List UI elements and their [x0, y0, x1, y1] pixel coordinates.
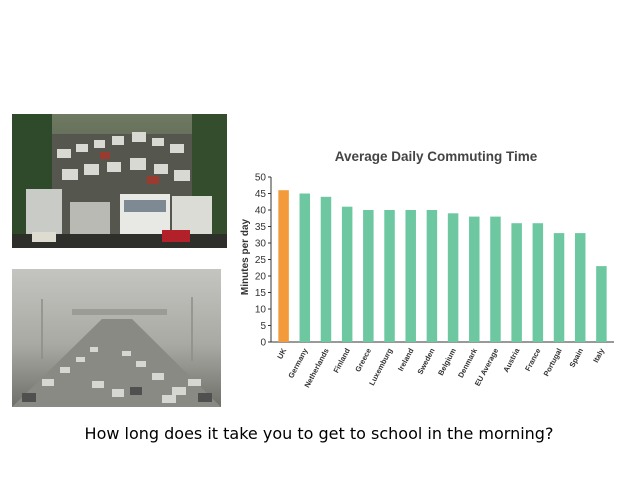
x-tick-label: Belgium: [436, 346, 458, 377]
bar-france: [532, 223, 544, 342]
chart-title: Average Daily Commuting Time: [335, 149, 538, 164]
x-tick-label: Denmark: [456, 346, 479, 379]
x-tick-label: Spain: [567, 346, 585, 369]
x-tick-label: Portugal: [542, 347, 564, 378]
y-tick-label: 50: [255, 173, 267, 184]
y-tick-label: 0: [260, 338, 266, 349]
y-tick-label: 25: [255, 255, 267, 266]
bar-denmark: [469, 216, 480, 342]
x-tick-label: Italy: [591, 346, 606, 364]
bar-netherlands: [320, 196, 332, 342]
bar-finland: [341, 206, 353, 342]
commuting-time-bar-chart: Average Daily Commuting Time Minutes per…: [240, 149, 614, 389]
x-tick-label: UK: [275, 346, 288, 360]
x-tick-label: France: [523, 347, 542, 373]
y-tick-label: 15: [255, 288, 267, 299]
bar-italy: [596, 266, 607, 342]
x-tick-label: Sweden: [415, 346, 436, 376]
x-tick-label: Austria: [501, 346, 521, 374]
traffic-jam-photo: [12, 114, 227, 248]
bar-eu-average: [490, 216, 501, 342]
bar-spain: [574, 233, 586, 342]
bar-uk: [278, 190, 289, 342]
bar-ireland: [405, 210, 416, 342]
bar-germany: [299, 193, 311, 342]
bar-belgium: [447, 213, 459, 342]
y-tick-label: 40: [255, 206, 267, 217]
y-tick-label: 45: [255, 189, 267, 200]
y-tick-label: 20: [255, 272, 267, 283]
y-tick-label: 5: [260, 321, 266, 332]
y-tick-label: 10: [255, 305, 267, 316]
bar-luxemburg: [384, 210, 395, 342]
x-tick-label: Greece: [353, 347, 373, 374]
bar-portugal: [553, 233, 565, 342]
bar-austria: [511, 223, 522, 342]
y-axis-label: Minutes per day: [240, 219, 251, 296]
bar-greece: [363, 210, 374, 342]
smoggy-highway-photo: [12, 269, 221, 407]
y-tick-label: 35: [255, 222, 267, 233]
question-caption: How long does it take you to get to scho…: [84, 424, 554, 443]
x-tick-label: Finland: [331, 346, 352, 374]
bar-sweden: [426, 210, 438, 342]
x-tick-label: Germany: [286, 346, 310, 380]
x-tick-label: Ireland: [396, 346, 416, 372]
y-tick-label: 30: [255, 239, 267, 250]
